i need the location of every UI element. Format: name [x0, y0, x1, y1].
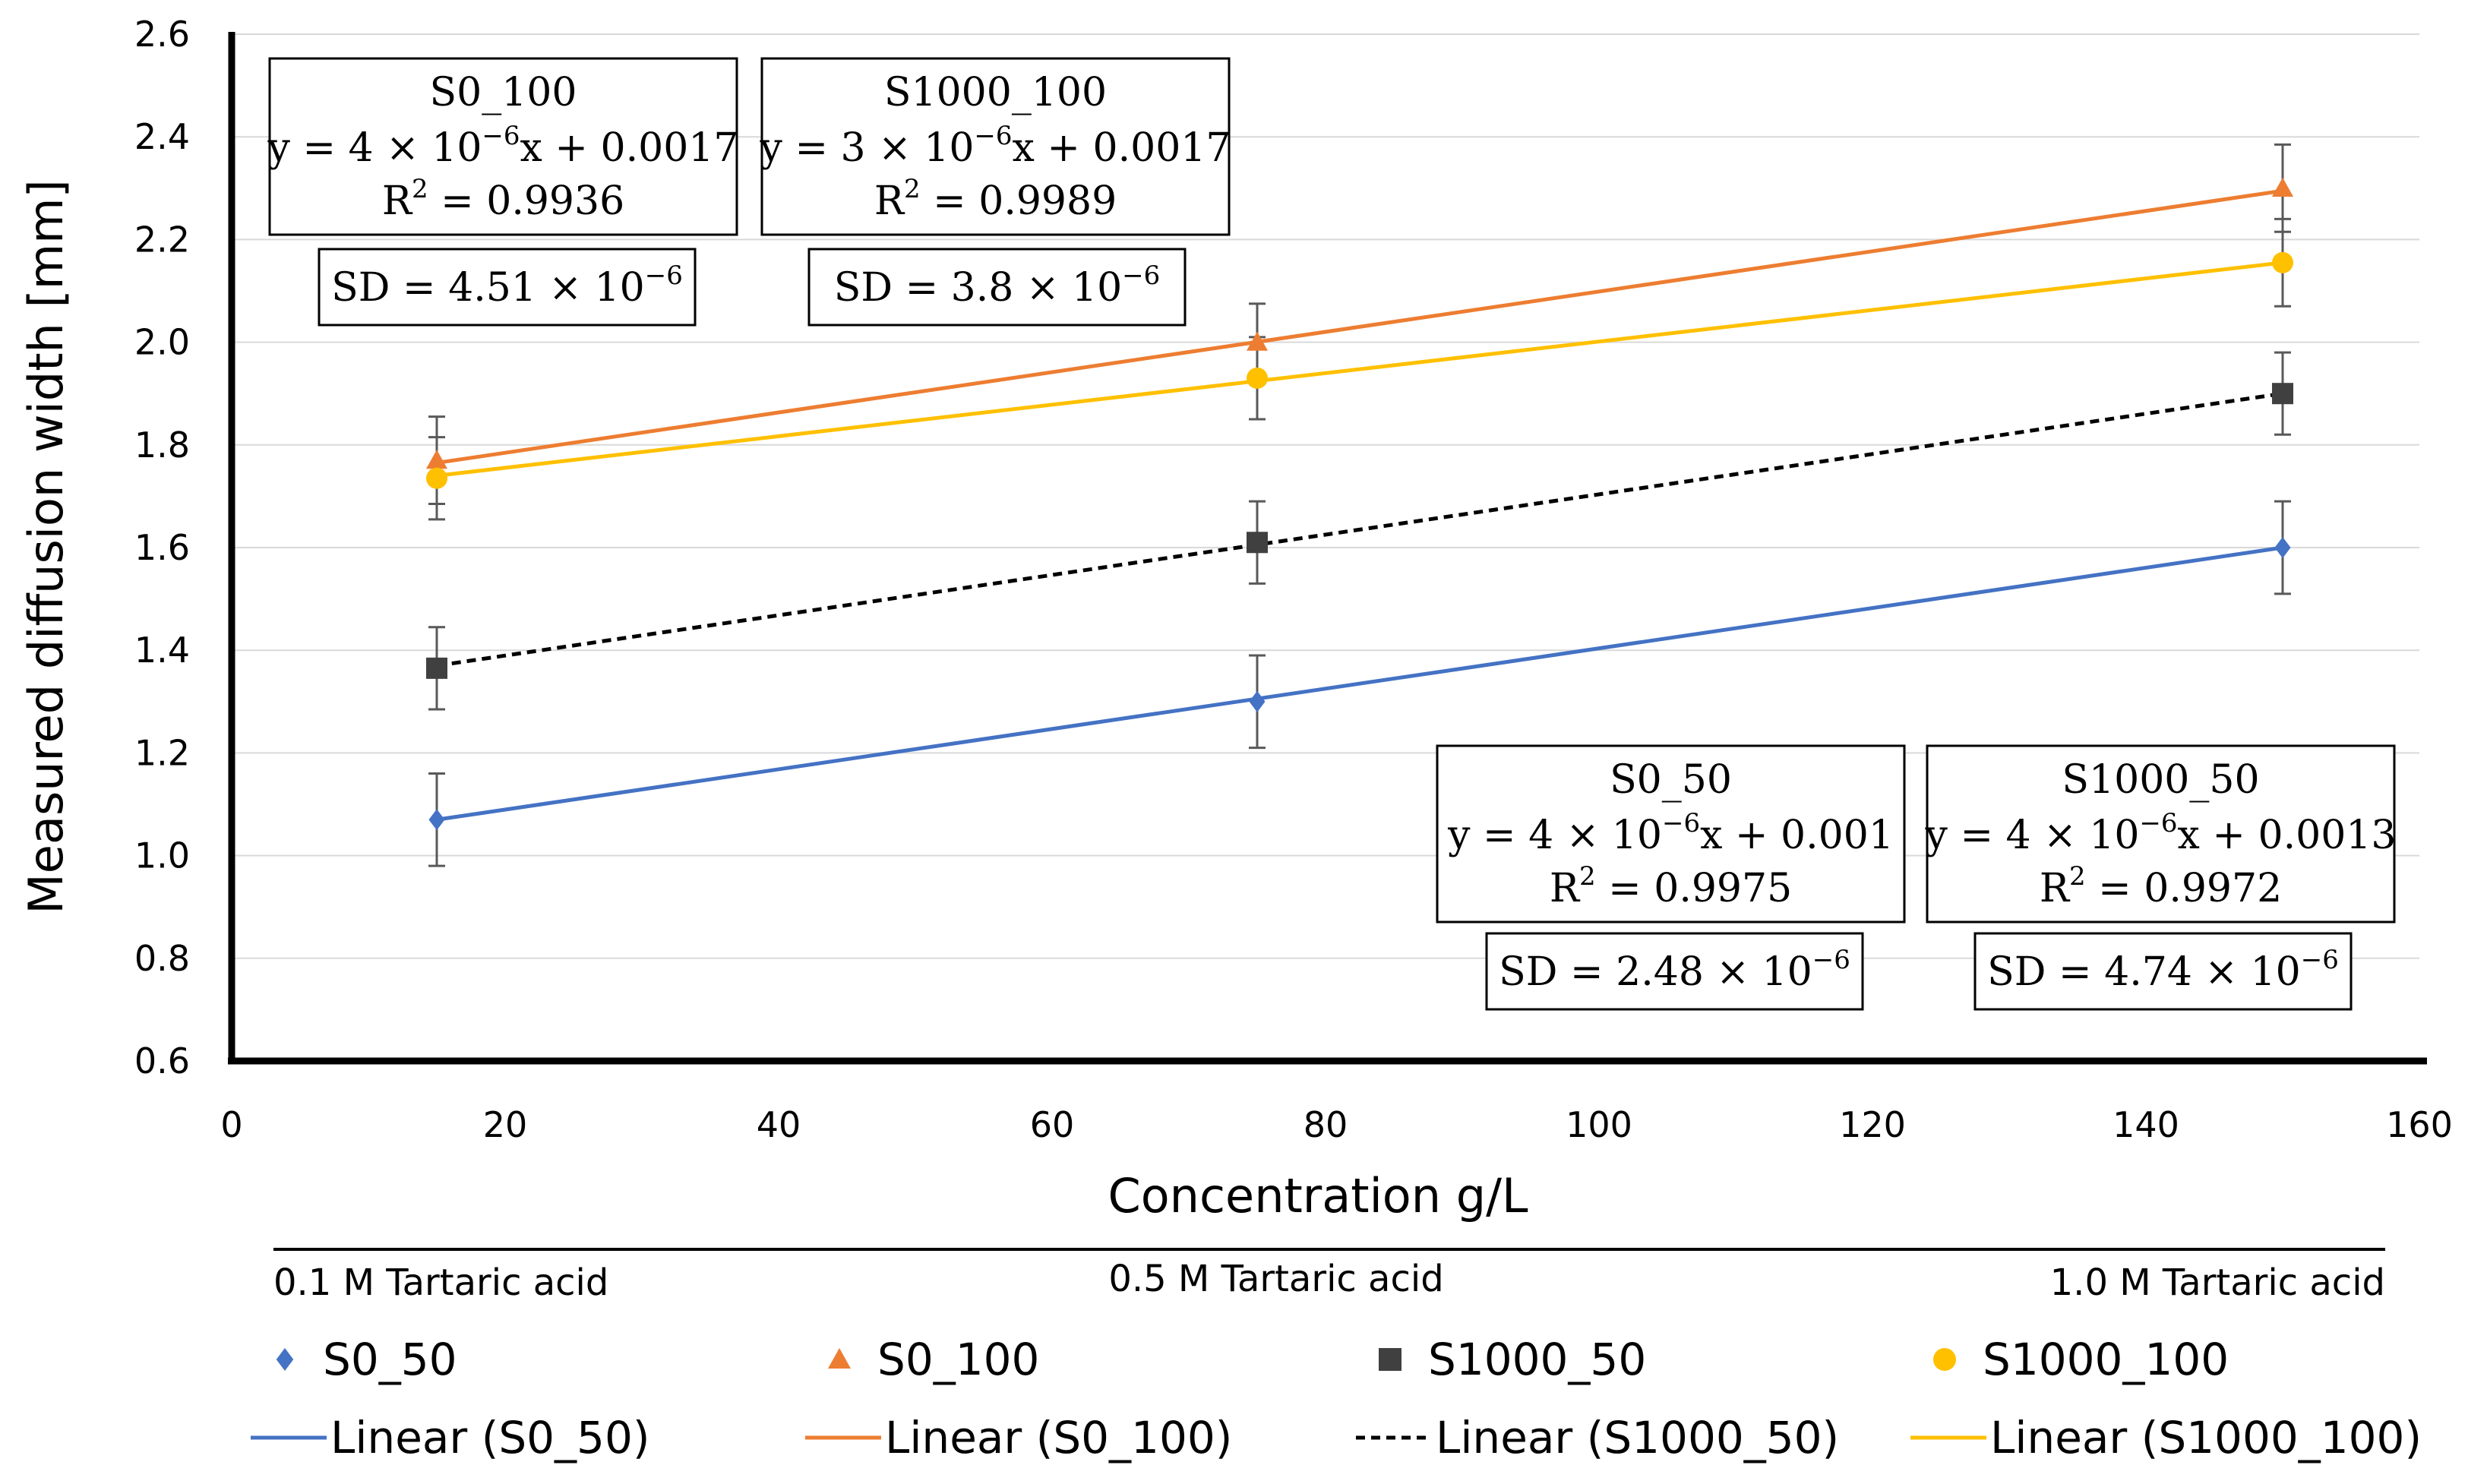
axes [228, 32, 2427, 1065]
x-tick-label: 20 [483, 1104, 528, 1145]
y-tick-label: 1.0 [134, 835, 190, 876]
sd-box [1485, 932, 1864, 1011]
trendline-S1000_100 [436, 260, 2283, 478]
acid-label: 0.1 M Tartaric acid [273, 1261, 608, 1304]
data-markers [426, 177, 2293, 831]
equation-r2: R2 = 0.9989 [874, 174, 1117, 224]
y-tick-label: 2.2 [134, 219, 190, 260]
sd-box [807, 248, 1187, 327]
marker-S0_100 [426, 450, 447, 469]
equation-box [1926, 744, 2396, 924]
x-tick-label: 160 [2386, 1104, 2453, 1145]
trendline-S0_50 [436, 545, 2283, 822]
y-tick-label: 2.4 [134, 116, 190, 157]
sd-box [1973, 932, 2353, 1011]
y-tick-label: 1.6 [134, 527, 190, 568]
y-tick-label: 2.6 [134, 14, 190, 55]
equation-box [268, 57, 738, 236]
marker-S0_100 [2272, 177, 2293, 197]
marker-S0_50 [428, 809, 445, 831]
marker-S0_50 [2274, 537, 2291, 558]
legend-trend-label: Linear (S1000_50) [1436, 1412, 1839, 1463]
marker-S1000_50 [2272, 383, 2293, 405]
x-tick-label: 100 [1566, 1104, 1632, 1145]
trendlines [436, 188, 2283, 822]
legend-marker-S0_50 [276, 1348, 294, 1371]
y-tick-label: 1.8 [134, 425, 190, 466]
equation-box [1436, 744, 1906, 924]
acid-scale: 0.1 M Tartaric acid 0.5 M Tartaric acid 1.… [273, 1248, 2385, 1304]
sd-value: SD = 4.51 × 10−6 [331, 260, 683, 311]
legend-trend-label: Linear (S0_100) [885, 1412, 1232, 1463]
equation-r2: R2 = 0.9936 [382, 174, 624, 224]
equation-box [760, 57, 1231, 236]
legend-label: S1000_100 [1983, 1334, 2229, 1385]
trendline-S1000_50 [436, 391, 2283, 668]
marker-S0_100 [1247, 331, 1268, 351]
acid-label: 0.5 M Tartaric acid [1108, 1258, 1443, 1300]
equation-title: S0_100 [430, 70, 577, 115]
marker-S1000_50 [426, 657, 447, 679]
trendline-S0_100 [436, 188, 2283, 465]
equation-formula: y = 4 × 10−6x + 0.001 [1447, 808, 1894, 858]
marker-S0_50 [1249, 690, 1266, 712]
legend-label: S1000_50 [1428, 1334, 1646, 1385]
marker-S1000_100 [1247, 367, 1268, 389]
y-tick-label: 0.8 [134, 938, 190, 979]
sd-value: SD = 4.74 × 10−6 [1987, 945, 2339, 995]
legend-marker-S1000_50 [1379, 1348, 1401, 1371]
y-tick-label: 2.0 [134, 322, 190, 363]
equation-title: S1000_100 [884, 70, 1107, 115]
y-tick-label: 1.4 [134, 630, 190, 671]
acid-label: 1.0 M Tartaric acid [2050, 1261, 2385, 1304]
x-tick-label: 80 [1304, 1104, 1348, 1145]
equation-formula: y = 4 × 10−6x + 0.0013 [1925, 808, 2397, 858]
sd-value: SD = 2.48 × 10−6 [1499, 945, 1850, 995]
legend-label: S0_100 [877, 1334, 1039, 1385]
equation-title: S1000_50 [2062, 757, 2259, 803]
legend-marker-S1000_100 [1933, 1348, 1956, 1371]
equation-r2: R2 = 0.9975 [1550, 861, 1792, 911]
marker-S1000_50 [1247, 532, 1268, 554]
equation-formula: y = 3 × 10−6x + 0.0017 [760, 121, 1231, 171]
marker-S1000_100 [426, 467, 447, 489]
y-axis-title: Measured diffusion width [mm] [18, 179, 74, 914]
y-tick-label: 0.6 [134, 1040, 190, 1081]
legend-marker-S0_100 [828, 1348, 851, 1369]
gridlines [232, 33, 2419, 959]
equation-title: S0_50 [1610, 757, 1732, 803]
equation-formula: y = 4 × 10−6x + 0.0017 [267, 121, 739, 171]
x-tick-label: 40 [757, 1104, 801, 1145]
legend: S0_50 Linear (S0_50) S0_100 Linear (S0_100)… [251, 1334, 2422, 1463]
marker-S1000_100 [2272, 251, 2293, 273]
x-tick-label: 60 [1030, 1104, 1075, 1145]
x-tick-label: 140 [2112, 1104, 2179, 1145]
x-tick-label: 120 [1839, 1104, 1906, 1145]
sd-value: SD = 3.8 × 10−6 [834, 260, 1161, 311]
legend-trend-label: Linear (S1000_100) [1990, 1412, 2422, 1463]
x-tick-label: 0 [220, 1104, 242, 1145]
y-tick-label: 1.2 [134, 732, 190, 773]
x-tick-labels: 0 20 40 60 80 100 120 140 160 [220, 1104, 2453, 1145]
legend-label: S0_50 [323, 1334, 457, 1385]
sd-box [318, 248, 697, 327]
x-axis-title: Concentration g/L [1108, 1168, 1528, 1224]
equation-r2: R2 = 0.9972 [2040, 861, 2282, 911]
legend-trend-label: Linear (S0_50) [330, 1412, 649, 1463]
y-tick-labels: 0.6 0.8 1.0 1.2 1.4 1.6 1.8 2.0 2.2 2.4 2.6 [134, 14, 190, 1081]
